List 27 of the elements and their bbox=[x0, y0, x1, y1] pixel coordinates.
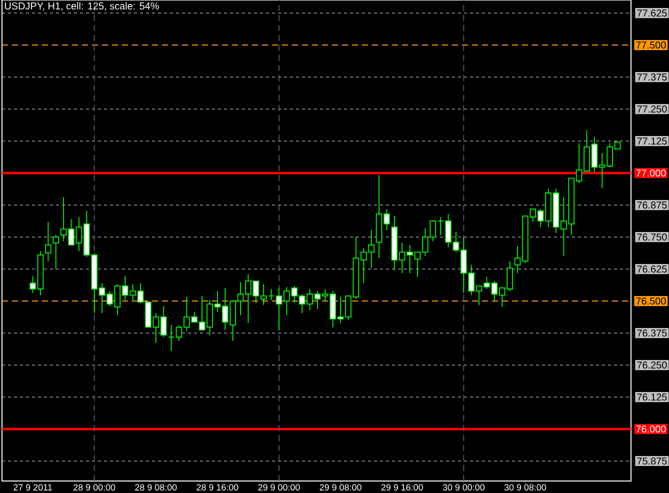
chart-title: USDJPY, H1, cell: 125, scale: 54% bbox=[4, 2, 159, 11]
candlestick bbox=[45, 221, 52, 262]
ref-line-label: 76.500 bbox=[636, 298, 666, 305]
ref-line-label: 77.000 bbox=[636, 170, 666, 177]
y-tick-label: 77.625 bbox=[637, 10, 667, 17]
candlestick bbox=[168, 324, 174, 352]
y-tick-label: 77.125 bbox=[637, 138, 667, 145]
y-tick-label: 76.750 bbox=[637, 234, 667, 241]
ref-line-label: 77.500 bbox=[636, 42, 666, 49]
x-tick-label: 28 9 16:00 bbox=[196, 484, 238, 491]
x-tick-label: 29 9 16:00 bbox=[381, 484, 423, 491]
ref-line-label: 76.000 bbox=[636, 426, 666, 433]
x-tick-label: 28 9 08:00 bbox=[135, 484, 177, 491]
y-tick-label: 77.250 bbox=[637, 106, 667, 113]
y-tick-label: 76.875 bbox=[637, 202, 667, 209]
x-tick-label: 30 9 00:00 bbox=[442, 484, 484, 491]
x-tick-label: 27 9 2011 bbox=[14, 484, 52, 491]
y-tick-label: 76.625 bbox=[637, 266, 667, 273]
y-tick-label: 77.375 bbox=[637, 74, 667, 81]
y-tick-label: 76.375 bbox=[637, 330, 667, 337]
x-tick-label: 29 9 08:00 bbox=[320, 484, 362, 491]
y-tick-label: 76.125 bbox=[637, 394, 667, 401]
x-tick-label: 28 9 00:00 bbox=[74, 484, 116, 491]
x-tick-label: 29 9 00:00 bbox=[258, 484, 300, 491]
x-tick-label: 30 9 08:00 bbox=[504, 484, 546, 491]
y-tick-label: 76.250 bbox=[637, 362, 667, 369]
y-tick-label: 75.875 bbox=[637, 458, 667, 465]
